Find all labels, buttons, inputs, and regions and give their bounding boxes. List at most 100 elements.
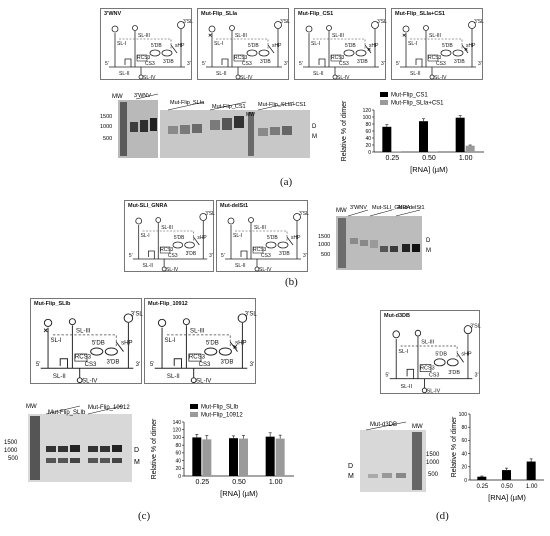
rcs3-box	[136, 54, 148, 62]
mutation-cross-icon: ✕	[43, 327, 48, 334]
structure-title: Mut-SLI_GNRA	[128, 203, 168, 209]
db5-label: 5'DB	[174, 235, 185, 241]
loop-sliv	[190, 377, 197, 384]
shp-label: sHP	[235, 340, 246, 346]
long-range-interaction	[142, 230, 194, 241]
sl-ii-label: SL-II	[119, 71, 130, 77]
bar	[265, 436, 275, 476]
dumbbell-5db	[246, 49, 258, 57]
loop-3sl	[274, 21, 282, 29]
long-range-interaction	[166, 334, 231, 347]
loop-sli	[305, 25, 313, 33]
structure-box-b1: Mut-SLI_GNRA SL-I SL-II SL-III SL-IV 5'DB 3'D…	[124, 200, 215, 273]
gel-tick: 1000	[100, 124, 112, 130]
structure-title: Mut-Flip_10912	[148, 301, 188, 307]
gel-band-label: M	[134, 459, 140, 466]
sl-iii-label: SL-III	[161, 225, 173, 231]
rcs3-box	[419, 364, 432, 373]
structure-box-a2: Mut-Flip_SLIa SL-I SL-II SL-III SL-IV 5'DB 3'…	[197, 8, 290, 81]
dumbbell-3db	[104, 347, 118, 356]
dumbbell-5db	[172, 241, 184, 249]
gel-d: Mut-d3DB MW 1500 1000 500 D M	[348, 421, 440, 492]
cs3-label: CS3	[339, 61, 349, 67]
dumbbell-3db	[161, 49, 173, 57]
loop-sli	[392, 330, 400, 339]
sl-ii-label: SL-II	[235, 263, 246, 269]
structure-box-c2: Mut-Flip_10912 SL-I SL-II SL-III SL-IV 5'DB 3…	[144, 298, 257, 385]
bar	[192, 437, 202, 476]
three-prime-label: 3'	[284, 61, 288, 67]
long-range-interaction	[52, 334, 117, 347]
bar	[382, 126, 392, 152]
y-tick-label: 100	[363, 115, 372, 121]
gel-tick: 500	[103, 136, 112, 142]
y-axis-label: Relative % of dimer	[451, 416, 458, 477]
loop-sliii	[423, 25, 429, 31]
sl-i-label: SL-I	[311, 41, 320, 47]
mutation-cross-icon: ✕	[208, 33, 212, 39]
legend-label: Mut-Flip_CS1	[391, 93, 428, 99]
sl-iii-label: SL-III	[421, 340, 434, 346]
gel-tick: 1500	[4, 440, 18, 446]
y-tick-label: 80	[365, 122, 371, 128]
x-tick-label: 1.00	[459, 155, 473, 162]
shp-label: sHP	[121, 340, 132, 346]
stem-slii	[318, 58, 326, 67]
rcs3-label: RCS3	[420, 365, 434, 371]
bar	[465, 145, 475, 152]
dumbbell-3db	[258, 49, 270, 57]
sl-iv-label: SL-IV	[427, 389, 441, 395]
sl-iv-label: SL-IV	[196, 379, 211, 385]
legend-label: Mut-Flip_SLIa+CS1	[391, 101, 444, 107]
sl3-label: 3'SL	[470, 323, 481, 329]
stem-shp	[115, 341, 124, 352]
loop-sliii	[182, 318, 190, 326]
sl-iii-label: SL-III	[332, 33, 344, 39]
panel-label-c: (c)	[138, 510, 151, 522]
structure-box-a3: Mut-Flip_CS1 SL-I SL-II SL-III SL-IV 5'DB 3'D…	[294, 8, 387, 81]
y-tick-label: 80	[175, 443, 181, 449]
three-prime-label: 3'	[474, 372, 478, 378]
gel-lane-label: Mut-SLI_GNRA	[372, 205, 411, 211]
y-tick-label: 0	[178, 474, 181, 480]
stem-shp	[170, 44, 178, 54]
stem-shp	[286, 236, 294, 246]
loop-sliii	[68, 318, 76, 326]
gel-tick: 1000	[4, 448, 18, 454]
stem-shp	[461, 44, 469, 54]
sl-iii-label: SL-III	[254, 225, 266, 231]
loop-sliv	[254, 266, 260, 272]
sl-i-label: SL-I	[233, 233, 242, 239]
cs3-label: CS3	[199, 362, 211, 368]
x-axis-label: [RNA] (µM)	[410, 165, 448, 174]
cs3-label: CS3	[429, 372, 440, 378]
five-prime-label: 5'	[105, 61, 109, 67]
x-axis-label: [RNA] (µM)	[488, 493, 526, 502]
y-tick-label: 80	[461, 425, 467, 431]
db3-label: 3'DB	[448, 370, 460, 376]
x-tick-label: 0.50	[422, 155, 436, 162]
gel-lane-label: Mut-Flip_SLIb	[48, 410, 86, 416]
gel-tick: 500	[321, 252, 330, 258]
loop-sli	[135, 217, 143, 225]
loop-sliii	[414, 329, 422, 337]
gel-lane-label: Mut-d3DB	[370, 422, 397, 428]
db5-label: 5'DB	[435, 351, 447, 357]
three-prime-label: 3'	[187, 61, 191, 67]
three-prime-label: 3'	[250, 362, 255, 368]
gel-tick: 1000	[426, 460, 440, 466]
structure-title: 3'WNV	[104, 11, 122, 17]
sl-ii-label: SL-II	[53, 374, 66, 380]
sl-iv-label: SL-IV	[337, 75, 350, 81]
gel-lane-label: Mut-Flip_10912	[88, 405, 130, 411]
y-tick-label: 20	[175, 466, 181, 472]
structure-title: Mut-Flip_SLIb	[34, 301, 71, 307]
gel-mw-label: MW	[336, 208, 347, 214]
y-tick-label: 120	[173, 428, 182, 434]
bar	[526, 461, 536, 480]
